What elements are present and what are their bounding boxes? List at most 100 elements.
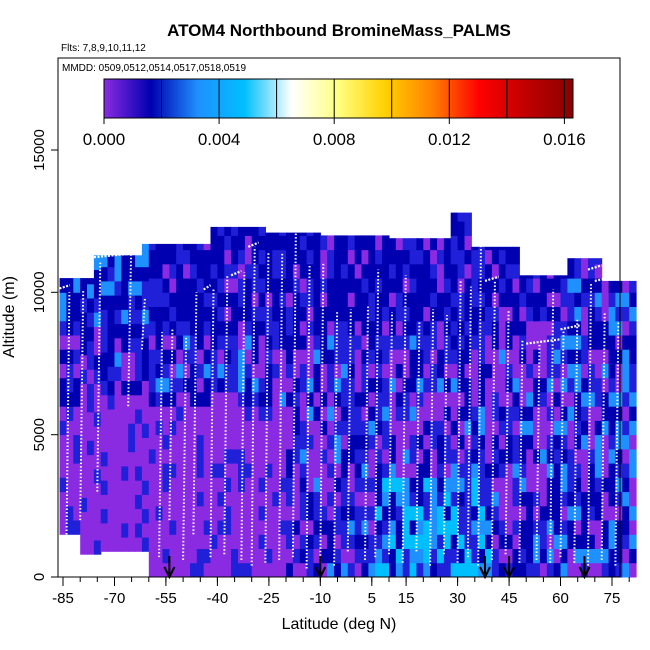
heatmap-cell xyxy=(128,409,135,424)
heatmap-cell xyxy=(272,563,279,578)
heatmap-cell xyxy=(307,235,314,250)
heatmap-cell xyxy=(609,364,616,379)
heatmap-cell xyxy=(279,563,286,578)
heatmap-cell xyxy=(272,392,279,407)
heatmap-cell xyxy=(368,364,375,379)
heatmap-cell xyxy=(362,264,369,279)
heatmap-cell xyxy=(581,435,588,450)
heatmap-cell xyxy=(217,292,224,307)
heatmap-cell xyxy=(231,292,238,307)
heatmap-cell xyxy=(389,449,396,464)
heatmap-cell xyxy=(135,352,142,367)
heatmap-cell xyxy=(410,406,417,421)
heatmap-cell xyxy=(561,307,568,322)
heatmap-cell xyxy=(423,420,430,435)
heatmap-cell xyxy=(169,534,176,549)
heatmap-cell xyxy=(128,537,135,552)
heatmap-cell xyxy=(471,449,478,464)
heatmap-cell xyxy=(567,378,574,393)
heatmap-cell xyxy=(115,480,122,495)
heatmap-cell xyxy=(135,309,142,324)
heatmap-cell xyxy=(382,264,389,279)
heatmap-cell xyxy=(567,520,574,535)
heatmap-cell xyxy=(197,307,204,322)
heatmap-cell xyxy=(183,321,190,336)
heatmap-cell xyxy=(231,364,238,379)
heatmap-cell xyxy=(581,258,588,264)
heatmap-cell xyxy=(80,540,87,555)
heatmap-cell xyxy=(423,492,430,507)
heatmap-cell xyxy=(156,449,163,464)
heatmap-cell xyxy=(382,406,389,421)
heatmap-cell xyxy=(348,264,355,279)
heatmap-cell xyxy=(73,278,80,293)
heatmap-cell xyxy=(183,378,190,393)
heatmap-cell xyxy=(197,449,204,464)
heatmap-cell xyxy=(80,512,87,527)
heatmap-cell xyxy=(115,366,122,381)
heatmap-cell xyxy=(108,281,115,296)
heatmap-cell xyxy=(163,278,170,293)
heatmap-cell xyxy=(73,307,80,322)
heatmap-cell xyxy=(60,378,67,393)
heatmap-cell xyxy=(73,420,80,435)
heatmap-cell xyxy=(176,244,183,250)
heatmap-cell xyxy=(279,278,286,293)
heatmap-cell xyxy=(629,392,636,407)
heatmap-cell xyxy=(176,250,183,265)
heatmap-cell xyxy=(320,292,327,307)
heatmap-cell xyxy=(87,278,94,284)
heatmap-cell xyxy=(176,364,183,379)
heatmap-cell xyxy=(197,534,204,549)
heatmap-cell xyxy=(485,250,492,265)
heatmap-cell xyxy=(492,549,499,564)
heatmap-cell xyxy=(238,227,245,236)
heatmap-cell xyxy=(478,307,485,322)
heatmap-cell xyxy=(279,549,286,564)
heatmap-cell xyxy=(410,378,417,393)
heatmap-cell xyxy=(108,338,115,353)
heatmap-cell xyxy=(574,335,581,350)
heatmap-cell xyxy=(307,233,314,236)
heatmap-cell xyxy=(128,395,135,410)
heatmap-cell xyxy=(499,406,506,421)
heatmap-cell xyxy=(382,235,389,250)
heatmap-cell xyxy=(382,392,389,407)
heatmap-cell xyxy=(581,392,588,407)
heatmap-cell xyxy=(444,349,451,364)
heatmap-cell xyxy=(574,264,581,279)
heatmap-cell xyxy=(245,435,252,450)
x-tick-label: -40 xyxy=(207,590,229,607)
heatmap-cell xyxy=(197,563,204,578)
heatmap-cell xyxy=(334,349,341,364)
heatmap-cell xyxy=(567,549,574,564)
heatmap-cell xyxy=(533,275,540,278)
heatmap-cell xyxy=(156,563,163,578)
heatmap-cell xyxy=(115,409,122,424)
heatmap-cell xyxy=(60,307,67,322)
heatmap-cell xyxy=(547,406,554,421)
heatmap-cell xyxy=(259,227,266,236)
heatmap-cell xyxy=(293,278,300,293)
heatmap-cell xyxy=(595,258,602,264)
heatmap-cell xyxy=(554,506,561,521)
heatmap-cell xyxy=(156,264,163,279)
heatmap-cell xyxy=(615,378,622,393)
heatmap-cell xyxy=(231,449,238,464)
heatmap-cell xyxy=(375,549,382,564)
heatmap-cell xyxy=(87,412,94,427)
heatmap-cell xyxy=(259,307,266,322)
heatmap-cell xyxy=(629,463,636,478)
heatmap-cell xyxy=(396,278,403,293)
heatmap-cell xyxy=(87,455,94,470)
heatmap-cell xyxy=(190,420,197,435)
heatmap-cell xyxy=(355,378,362,393)
heatmap-cell xyxy=(561,563,568,578)
heatmap-cell xyxy=(73,449,80,464)
heatmap-cell xyxy=(265,335,272,350)
heatmap-cell xyxy=(231,506,238,521)
heatmap-cell xyxy=(87,284,94,299)
heatmap-cell xyxy=(396,238,403,250)
heatmap-cell xyxy=(416,264,423,279)
x-tick-label: -55 xyxy=(155,590,177,607)
